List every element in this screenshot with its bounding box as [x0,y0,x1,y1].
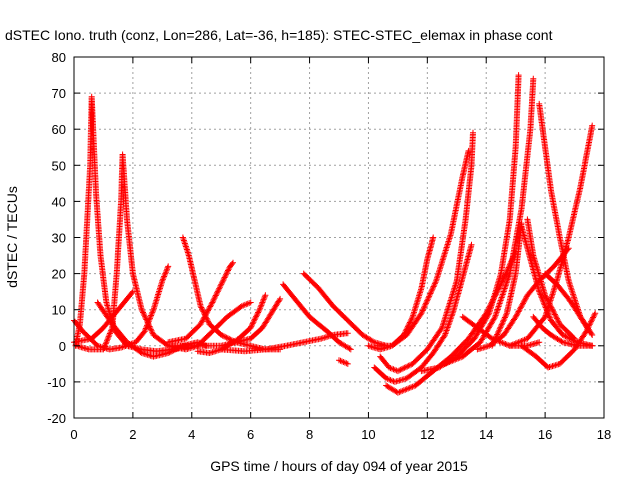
x-tick-label: 4 [188,427,195,442]
series-markers [165,259,236,346]
x-tick-label: 12 [420,427,434,442]
y-axis-label: dSTEC / TECUs [4,186,20,288]
y-tick-label: 80 [52,50,66,65]
series-markers [374,147,472,349]
y-tick-label: 50 [52,158,66,173]
data-series [165,259,236,346]
y-tick-label: 70 [52,86,66,101]
y-tick-label: -20 [47,411,66,426]
series-markers [518,223,596,349]
y-tick-label: 60 [52,122,66,137]
series-markers [179,234,284,353]
series-markers [72,93,189,355]
y-tick-label: 40 [52,194,66,209]
series-markers [383,248,519,396]
series-markers [474,245,572,353]
series-markers [442,75,537,367]
series-markers [300,270,390,349]
x-tick-label: 8 [306,427,313,442]
data-series [377,129,476,375]
series-markers [280,281,354,353]
data-series [442,75,537,367]
series-markers [365,234,437,353]
series-markers [168,299,254,349]
grid [74,57,604,418]
data-series [179,234,284,353]
series-markers [377,129,476,375]
data-series [474,245,572,353]
series-markers [194,295,284,349]
x-tick-label: 6 [247,427,254,442]
data-series [300,270,390,349]
y-tick-label: 0 [59,339,66,354]
data-series [371,241,475,385]
x-tick-label: 18 [597,427,611,442]
x-axis-label: GPS time / hours of day 094 of year 2015 [210,458,468,474]
y-tick-label: -10 [47,375,66,390]
series-markers [336,357,351,367]
x-tick-label: 2 [129,427,136,442]
data-marks [71,72,599,396]
x-tick-label: 10 [361,427,375,442]
series-markers [371,241,475,385]
data-series [168,299,254,349]
data-series [72,93,189,355]
y-tick-label: 30 [52,231,66,246]
data-series [336,357,351,367]
x-tick-label: 16 [538,427,552,442]
y-tick-label: 20 [52,267,66,282]
y-tick-label: 10 [52,303,66,318]
x-tick-label: 14 [479,427,493,442]
series-markers [218,330,351,355]
data-series [374,147,472,349]
data-series [218,330,351,355]
axis-ticks: -20 -10 0 10 20 30 40 50 60 70 80 0 2 4 6 8 10 12 14 16 18 [47,50,611,442]
data-series [383,248,519,396]
data-series [194,295,284,349]
x-tick-label: 0 [70,427,77,442]
chart-title: dSTEC Iono. truth (conz, Lon=286, Lat=-3… [5,27,553,43]
data-series [518,223,596,349]
data-series [280,281,354,353]
data-series [365,234,437,353]
